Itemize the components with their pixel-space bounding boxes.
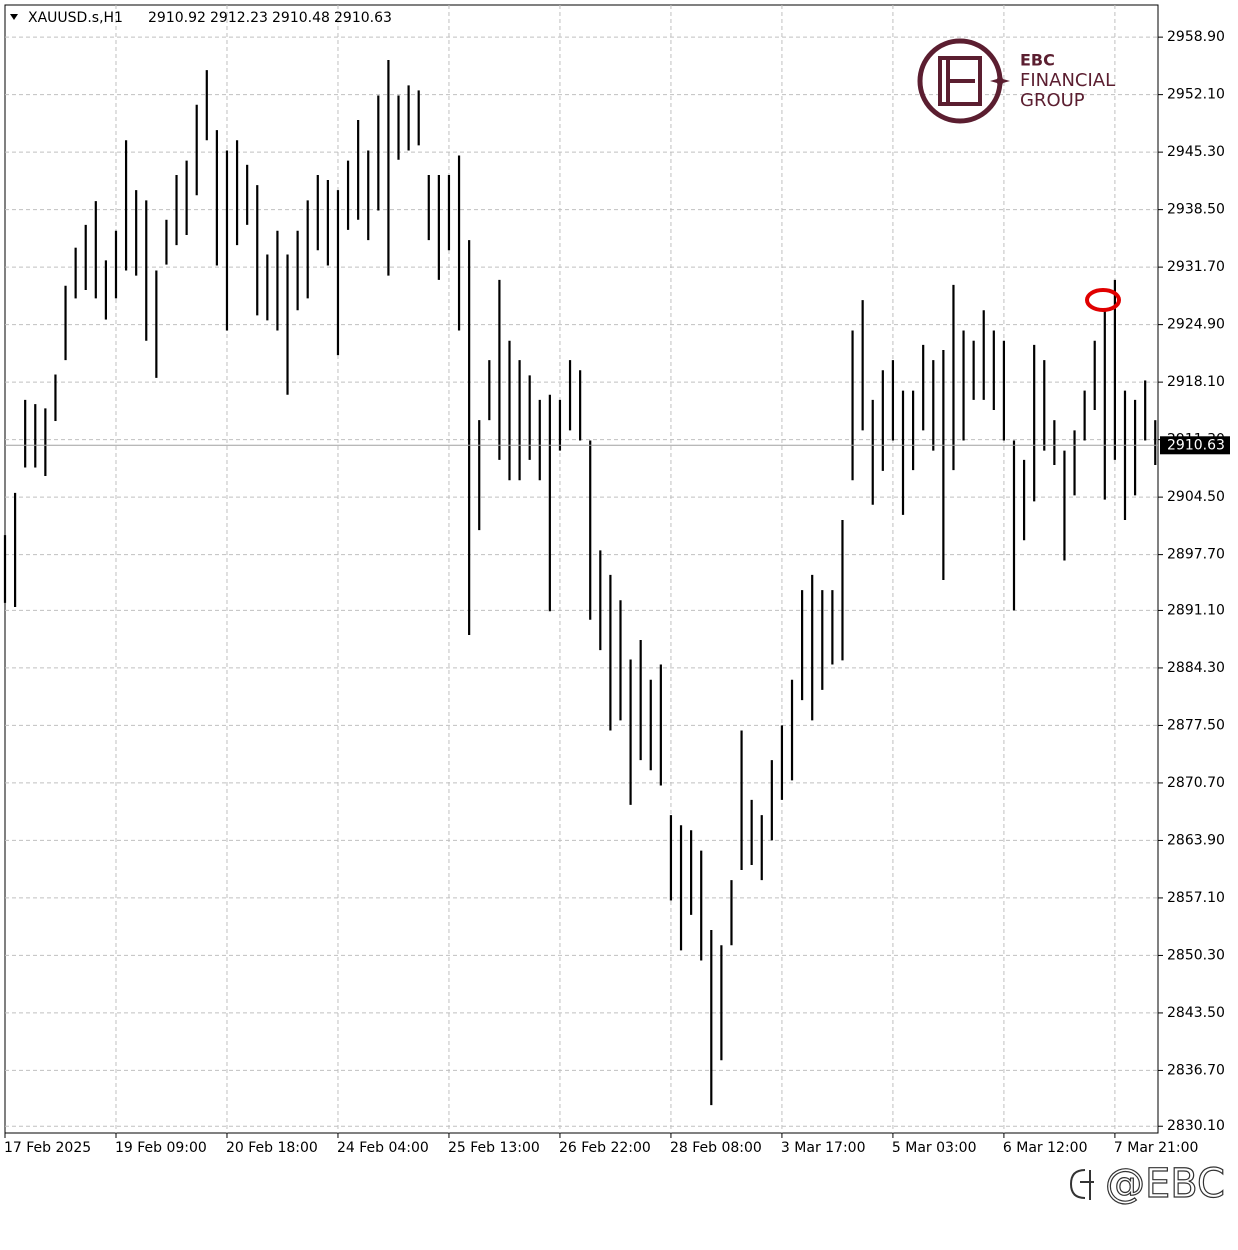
- y-tick-label: 2938.50: [1167, 202, 1225, 218]
- y-tick-label: 2836.70: [1167, 1062, 1225, 1078]
- x-tick-label: 3 Mar 17:00: [781, 1140, 866, 1156]
- y-tick-label: 2877.50: [1167, 717, 1225, 733]
- y-tick-label: 2924.90: [1167, 317, 1225, 333]
- y-tick-label: 2870.70: [1167, 775, 1225, 791]
- watermark-icon: [1069, 1169, 1094, 1200]
- x-tick-label: 7 Mar 21:00: [1114, 1140, 1199, 1156]
- x-tick-label: 20 Feb 18:00: [226, 1140, 318, 1156]
- y-tick-label: 2843.50: [1167, 1005, 1225, 1021]
- logo-text: GROUP: [1020, 90, 1085, 111]
- y-tick-label: 2830.10: [1167, 1118, 1225, 1134]
- y-tick-label: 2891.10: [1167, 602, 1225, 618]
- x-tick-label: 19 Feb 09:00: [115, 1140, 207, 1156]
- quote-value: 2912.23: [210, 10, 268, 26]
- logo-mark-inner: [946, 58, 975, 104]
- x-tick-label: 5 Mar 03:00: [892, 1140, 977, 1156]
- symbol: XAUUSD.s,H1: [28, 10, 123, 26]
- y-tick-label: 2952.10: [1167, 87, 1225, 103]
- y-tick-label: 2897.70: [1167, 547, 1225, 563]
- y-tick-label: 2945.30: [1167, 144, 1225, 160]
- x-tick-label: 6 Mar 12:00: [1003, 1140, 1088, 1156]
- x-tick-label: 26 Feb 22:00: [559, 1140, 651, 1156]
- y-tick-label: 2918.10: [1167, 374, 1225, 390]
- x-tick-label: 17 Feb 2025: [4, 1140, 91, 1156]
- x-tick-label: 25 Feb 13:00: [448, 1140, 540, 1156]
- y-tick-label: 2904.50: [1167, 489, 1225, 505]
- menu-arrow[interactable]: [10, 14, 18, 20]
- logo-star: [990, 72, 1010, 90]
- last-price-label: 2910.63: [1167, 437, 1225, 453]
- logo: [917, 38, 1010, 124]
- bars: [3, 59, 1157, 1106]
- quote-value: 2910.92: [148, 10, 206, 26]
- quote-value: 2910.48: [272, 10, 330, 26]
- logo-text: FINANCIAL: [1020, 70, 1115, 91]
- y-tick-label: 2884.30: [1167, 660, 1225, 676]
- x-tick-label: 28 Feb 08:00: [670, 1140, 762, 1156]
- highlight-circle: [1085, 288, 1121, 312]
- y-tick-label: 2857.10: [1167, 890, 1225, 906]
- y-tick-label: 2850.30: [1167, 947, 1225, 963]
- watermark: @EBC: [1105, 1161, 1225, 1207]
- quote-value: 2910.63: [334, 10, 392, 26]
- logo-text: EBC: [1020, 51, 1055, 70]
- y-tick-label: 2958.90: [1167, 29, 1225, 45]
- plot-frame: [4, 4, 1159, 1134]
- y-tick-label: 2931.70: [1167, 259, 1225, 275]
- y-tick-label: 2863.90: [1167, 832, 1225, 848]
- grid: [5, 5, 1158, 1133]
- last-price-tag: [1160, 436, 1230, 455]
- x-tick-label: 24 Feb 04:00: [337, 1140, 429, 1156]
